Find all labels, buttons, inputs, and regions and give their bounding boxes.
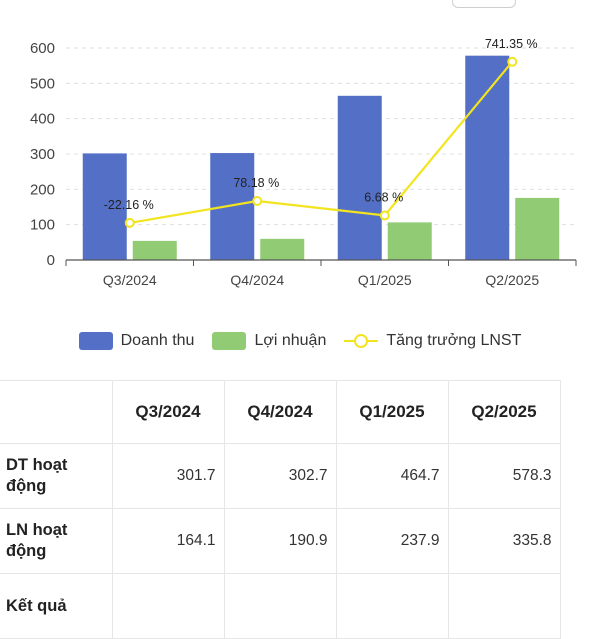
table-header-row: Q3/2024 Q4/2024 Q1/2025 Q2/2025 <box>0 380 561 444</box>
y-tick-label: 0 <box>47 252 55 269</box>
y-tick-label: 500 <box>30 75 55 92</box>
y-tick-label: 400 <box>30 111 55 128</box>
growth-point-label: 78.18 % <box>233 176 279 190</box>
table-header-cell: Q1/2025 <box>335 380 449 444</box>
x-tick-label: Q4/2024 <box>230 272 284 288</box>
bar-series <box>82 55 560 261</box>
bar-loi-nhuan <box>515 197 560 260</box>
legend-label: Lợi nhuận <box>254 332 327 349</box>
row-label: LN hoạt động <box>0 508 113 574</box>
bar-doanh-thu <box>337 95 382 260</box>
line-series <box>124 56 518 228</box>
line-point-labels: -22.16 % 78.18 % 6.68 % 741.35 % <box>104 37 538 212</box>
table-row: Kết quả <box>0 573 561 639</box>
table-cell: 335.8 <box>447 508 561 574</box>
data-table: Q3/2024 Q4/2024 Q1/2025 Q2/2025 DT hoạt … <box>0 380 561 639</box>
growth-line <box>129 61 514 224</box>
table-cell: 164.1 <box>111 508 225 574</box>
bar-doanh-thu <box>82 153 127 260</box>
bar-loi-nhuan <box>260 238 305 260</box>
growth-point <box>379 210 390 221</box>
table-row: LN hoạt động 164.1 190.9 237.9 335.8 <box>0 508 561 574</box>
row-label: DT hoạt động <box>0 443 113 509</box>
row-label: Kết quả <box>0 573 113 639</box>
growth-point <box>507 56 518 67</box>
y-tick-label: 200 <box>30 181 55 198</box>
legend-swatch-green <box>212 332 247 350</box>
growth-point-label: -22.16 % <box>104 198 154 212</box>
table-cell: 578.3 <box>447 443 561 509</box>
bar-loi-nhuan <box>387 222 432 260</box>
legend-swatch-line-icon <box>344 332 379 350</box>
x-axis: Q3/2024 Q4/2024 Q1/2025 Q2/2025 <box>65 259 577 288</box>
combo-chart: 0 100 200 300 400 500 600 Q3/2024 Q4/2024 Q1/202… <box>30 37 577 288</box>
y-tick-label: 100 <box>30 217 55 234</box>
y-tick-label: 600 <box>30 40 55 57</box>
legend-label: Tăng trưởng LNST <box>386 332 522 349</box>
table-cell <box>111 573 225 639</box>
y-axis-ticks: 0 100 200 300 400 500 600 <box>30 40 55 269</box>
top-tab-button[interactable] <box>452 0 516 8</box>
table-header-cell <box>0 380 113 444</box>
y-tick-label: 300 <box>30 146 55 163</box>
chart-legend: Doanh thu Lợi nhuận Tăng trưởng LNST <box>0 326 600 356</box>
table-cell: 464.7 <box>335 443 449 509</box>
growth-point-label: 6.68 % <box>364 190 403 204</box>
growth-point <box>252 195 263 206</box>
table-header-cell: Q2/2025 <box>447 380 561 444</box>
legend-item-loi-nhuan[interactable]: Lợi nhuận <box>212 332 326 350</box>
legend-item-tang-truong[interactable]: Tăng trưởng LNST <box>344 332 521 350</box>
legend-swatch-blue <box>78 332 113 350</box>
table-row: DT hoạt động 301.7 302.7 464.7 578.3 <box>0 443 561 509</box>
table-cell: 190.9 <box>223 508 337 574</box>
bar-loi-nhuan <box>132 240 177 260</box>
table-header-cell: Q4/2024 <box>223 380 337 444</box>
table-cell <box>447 573 561 639</box>
legend-item-doanh-thu[interactable]: Doanh thu <box>78 332 195 350</box>
growth-point-label: 741.35 % <box>485 37 538 51</box>
table-cell: 301.7 <box>111 443 225 509</box>
bar-doanh-thu <box>210 153 255 260</box>
x-tick-label: Q3/2024 <box>103 272 157 288</box>
x-tick-label: Q2/2025 <box>485 272 539 288</box>
table-cell <box>335 573 449 639</box>
legend-label: Doanh thu <box>120 332 195 349</box>
bar-doanh-thu <box>465 55 510 261</box>
table-cell <box>223 573 337 639</box>
table-cell: 302.7 <box>223 443 337 509</box>
table-cell: 237.9 <box>335 508 449 574</box>
growth-point <box>124 217 135 228</box>
x-tick-label: Q1/2025 <box>358 272 412 288</box>
table-header-cell: Q3/2024 <box>111 380 225 444</box>
